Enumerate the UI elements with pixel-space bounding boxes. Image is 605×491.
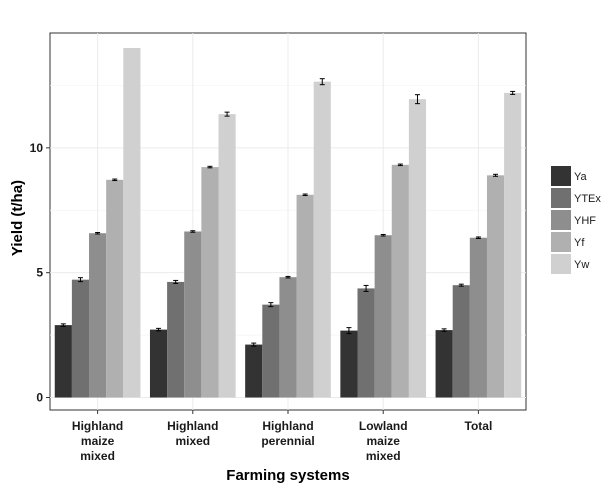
bar-yhf (184, 231, 202, 398)
legend-label-yhf: YHF (574, 215, 596, 227)
error-bar (173, 279, 179, 284)
legend-label-yw: Yw (574, 259, 589, 271)
legend-swatch-yf (551, 232, 571, 252)
x-tick-label: Lowland maize mixed (359, 419, 408, 463)
y-tick-labels: 0 5 10 (30, 141, 44, 405)
bar-yf (201, 167, 219, 398)
x-tick-label: Highland mixed (167, 419, 218, 448)
bar-ytex (262, 304, 280, 398)
axes (46, 147, 479, 414)
x-tick-label-line: mixed (366, 449, 401, 463)
error-bar (319, 78, 325, 86)
error-bars (60, 78, 516, 347)
x-tick-label-line: maize (81, 434, 115, 448)
error-bar (510, 90, 516, 95)
legend-swatch-ya (551, 166, 571, 186)
y-axis-title: Yield (t/ha) (9, 180, 26, 256)
x-tick-label-line: Highland (262, 419, 313, 433)
legend-swatch-yw (551, 254, 571, 274)
bar-yf (296, 194, 314, 398)
bar-ya (149, 329, 168, 398)
bar-ytex (357, 288, 375, 398)
x-tick-label-line: mixed (175, 434, 210, 448)
x-axis-title: Farming systems (226, 467, 349, 484)
bar-ya (54, 325, 72, 398)
error-bar (458, 283, 464, 287)
error-bar (112, 178, 118, 182)
bars (54, 47, 522, 398)
bar-ytex (71, 279, 90, 398)
error-bar (493, 173, 499, 177)
x-tick-label-line: maize (367, 434, 401, 448)
legend-label-yf: Yf (574, 237, 585, 249)
error-bar (285, 275, 291, 279)
bar-yw (504, 92, 522, 398)
x-tick-label-line: Highland (72, 419, 123, 433)
error-bar (268, 302, 274, 308)
bar-ya (245, 344, 263, 398)
bar-yhf (469, 237, 487, 398)
error-bar (207, 165, 213, 169)
bar-yw (123, 47, 141, 398)
y-tick-label: 10 (30, 141, 44, 155)
y-tick-label: 5 (36, 266, 43, 280)
x-tick-label: Total (465, 419, 493, 433)
error-bar (251, 342, 257, 347)
legend-label-ytex: YTEx (574, 193, 601, 205)
y-tick-label: 0 (36, 391, 43, 405)
x-tick-label-line: Total (465, 419, 493, 433)
bar-yhf (89, 233, 107, 398)
error-bar (414, 94, 420, 105)
bar-ytex (452, 285, 470, 398)
bar-yf (486, 175, 505, 398)
error-bar (77, 277, 83, 283)
error-bar (475, 236, 481, 239)
bar-yhf (374, 235, 392, 398)
x-tick-label-line: perennial (261, 434, 314, 448)
bar-yf (391, 164, 409, 398)
bar-ya (340, 330, 358, 398)
error-bar (363, 284, 369, 292)
error-bar (302, 193, 308, 197)
error-bar (224, 111, 230, 117)
error-bar (95, 231, 101, 235)
x-tick-label-line: mixed (80, 449, 115, 463)
bar-ya (435, 330, 453, 398)
legend-swatch-yhf (551, 210, 571, 230)
error-bar (156, 327, 162, 332)
bar-yw (218, 114, 236, 398)
bar-ytex (167, 281, 185, 398)
error-bar (60, 323, 66, 327)
bar-yf (106, 179, 124, 398)
x-tick-label: Highland perennial (261, 419, 314, 448)
legend: Ya YTEx YHF Yf Yw (551, 166, 601, 274)
x-tick-label-line: Highland (167, 419, 218, 433)
bar-yw (313, 81, 331, 398)
legend-label-ya: Ya (574, 171, 588, 183)
legend-swatch-ytex (551, 188, 571, 208)
error-bar (346, 327, 352, 335)
x-tick-label: Highland maize mixed (72, 419, 123, 463)
error-bar (380, 233, 386, 237)
bar-yhf (279, 277, 297, 398)
error-bar (441, 328, 447, 332)
bar-yw (408, 99, 427, 398)
error-bar (190, 230, 196, 233)
x-tick-label-line: Lowland (359, 419, 408, 433)
error-bar (397, 163, 403, 167)
